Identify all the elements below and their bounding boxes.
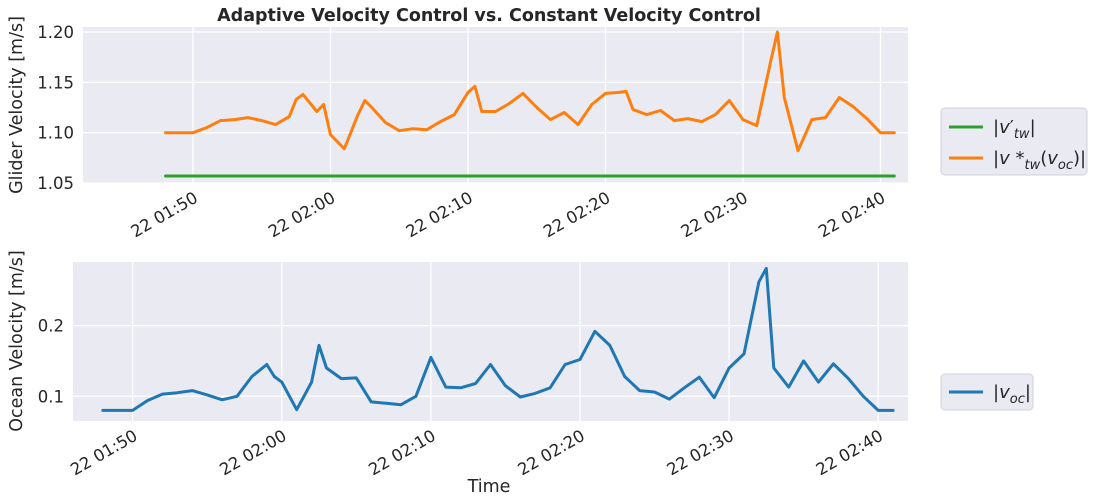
x-tick-label: 22 02:30 [678, 188, 751, 241]
x-tick-label: 22 02:20 [515, 426, 588, 479]
x-tick-label: 22 02:40 [813, 426, 886, 479]
chart-bottom-legend: |voc| [940, 373, 1034, 411]
chart-bottom-legend-box [940, 373, 1034, 411]
chart-top-title: Adaptive Velocity Control vs. Constant V… [217, 6, 761, 26]
x-tick-label: 22 02:30 [664, 426, 737, 479]
chart-top-grid [83, 27, 908, 184]
chart-top-plot-area [83, 27, 908, 183]
chart-bottom: 0.10.2 22 01:50 22 02:00 22 02:10 22 02:20 2… [7, 250, 1034, 497]
series-line-0 [101, 266, 895, 412]
x-tick-label: 22 01:50 [67, 426, 140, 479]
x-tick-label: 22 02:40 [815, 188, 888, 241]
chart-top-y-ticks: 1.05 1.10 1.15 1.20 [37, 23, 74, 193]
chart-top-series [164, 30, 896, 178]
legend-label-v-tw: |v′tw| [993, 117, 1036, 142]
chart-top-x-ticks: 22 01:50 22 02:00 22 02:10 22 02:20 22 02:30… [128, 188, 889, 241]
x-tick-label: 22 02:00 [216, 426, 289, 479]
chart-bottom-x-ticks: 22 01:50 22 02:00 22 02:10 22 02:20 22 02:30… [67, 426, 886, 479]
y-tick-label: 1.20 [37, 23, 74, 42]
y-tick-label: 0.1 [38, 387, 64, 406]
y-tick-label: 0.2 [38, 317, 64, 336]
y-tick-label: 1.15 [37, 73, 74, 92]
chart-top-y-axis-label: Glider Velocity [m/s] [7, 16, 27, 194]
y-tick-label: 1.10 [37, 124, 74, 143]
series-line-1 [164, 30, 896, 153]
y-tick-label: 1.05 [37, 174, 74, 193]
x-tick-label: 22 02:20 [540, 188, 613, 241]
legend-label-v-star-tw: |v *tw(voc)| [993, 148, 1086, 173]
x-tick-label: 22 02:00 [265, 188, 338, 241]
chart-bottom-y-axis-label: Ocean Velocity [m/s] [7, 250, 27, 431]
x-tick-label: 22 01:50 [128, 188, 201, 241]
chart-bottom-x-axis-label: Time [467, 477, 511, 497]
chart-bottom-series [101, 266, 895, 412]
chart-top: Adaptive Velocity Control vs. Constant V… [7, 6, 1088, 241]
chart-bottom-y-ticks: 0.1 0.2 [38, 317, 64, 407]
legend-label-v-oc: |voc| [993, 382, 1031, 407]
x-tick-label: 22 02:10 [403, 188, 476, 241]
chart-top-legend: |v′tw| |v *tw(voc)| [940, 107, 1088, 176]
chart-bottom-plot-area [73, 262, 908, 421]
x-tick-label: 22 02:10 [365, 426, 438, 479]
